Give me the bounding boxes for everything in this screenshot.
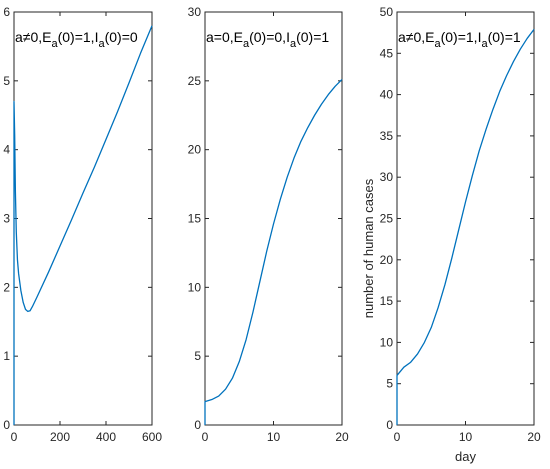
y-tick-label: 25 <box>188 74 202 88</box>
y-tick-label: 10 <box>188 280 202 294</box>
axes-box <box>396 11 535 426</box>
axes-box <box>13 11 153 426</box>
annotation-subscript: a <box>98 38 105 50</box>
annotation-subscript: a <box>481 38 488 50</box>
x-tick-label: 600 <box>142 430 162 444</box>
annotation-subscript: a <box>51 38 58 50</box>
annotation-text: (0)=1 <box>296 29 329 45</box>
panel-annotation: a=0,Ea(0)=0,Ia(0)=1 <box>206 29 329 50</box>
x-tick-label: 400 <box>96 430 116 444</box>
y-tick-label: 5 <box>3 74 10 88</box>
annotation-text: a=0,E <box>206 29 243 45</box>
y-tick-label: 4 <box>3 143 10 157</box>
y-tick-label: 10 <box>380 335 394 349</box>
y-tick-label: 40 <box>380 88 394 102</box>
y-tick-label: 35 <box>380 129 394 143</box>
y-tick-label: 20 <box>188 143 202 157</box>
axes-box <box>204 11 343 426</box>
y-tick-label: 0 <box>3 418 10 432</box>
panel-annotation: a≠0,Ea(0)=1,Ia(0)=1 <box>398 29 521 50</box>
annotation-text: (0)=1,I <box>58 29 99 45</box>
y-tick-label: 5 <box>194 349 201 363</box>
series-line <box>204 79 343 425</box>
annotation-text: (0)=1 <box>488 29 521 45</box>
x-tick-label: 0 <box>202 430 209 444</box>
y-tick-label: 3 <box>3 212 10 226</box>
x-tick-label: 200 <box>50 430 70 444</box>
x-tick-label: 20 <box>527 430 541 444</box>
annotation-subscript: a <box>434 38 441 50</box>
y-tick-label: 30 <box>188 5 202 19</box>
y-tick-label: 0 <box>386 418 393 432</box>
x-tick-label: 20 <box>335 430 349 444</box>
x-axis-label: day <box>455 449 476 464</box>
y-tick-label: 20 <box>380 253 394 267</box>
annotation-text: a≠0,E <box>398 29 434 45</box>
x-tick-label: 10 <box>267 430 281 444</box>
y-axis-label: number of human cases <box>361 178 376 318</box>
annotation-text: (0)=0,I <box>249 29 290 45</box>
annotation-subscript: a <box>290 38 297 50</box>
y-tick-label: 5 <box>386 377 393 391</box>
series-line <box>13 25 153 425</box>
y-tick-label: 6 <box>3 5 10 19</box>
y-tick-label: 1 <box>3 349 10 363</box>
annotation-text: (0)=0 <box>105 29 138 45</box>
annotation-text: a≠0,E <box>15 29 51 45</box>
y-tick-label: 30 <box>380 170 394 184</box>
y-tick-label: 15 <box>380 294 394 308</box>
annotation-subscript: a <box>243 38 250 50</box>
panel-annotation: a≠0,Ea(0)=1,Ia(0)=0 <box>15 29 138 50</box>
y-tick-label: 25 <box>380 212 394 226</box>
series-line <box>396 28 535 425</box>
x-tick-label: 10 <box>459 430 473 444</box>
y-tick-label: 15 <box>188 212 202 226</box>
x-tick-label: 0 <box>11 430 18 444</box>
x-tick-label: 0 <box>394 430 401 444</box>
chart-panel-3: 0 10 2005101520253035404550a≠0,Ea(0)=1,Ia(… <box>361 5 541 464</box>
y-tick-label: 50 <box>380 5 394 19</box>
y-tick-label: 45 <box>380 46 394 60</box>
y-tick-label: 2 <box>3 280 10 294</box>
y-tick-label: 0 <box>194 418 201 432</box>
annotation-text: (0)=1,I <box>441 29 482 45</box>
